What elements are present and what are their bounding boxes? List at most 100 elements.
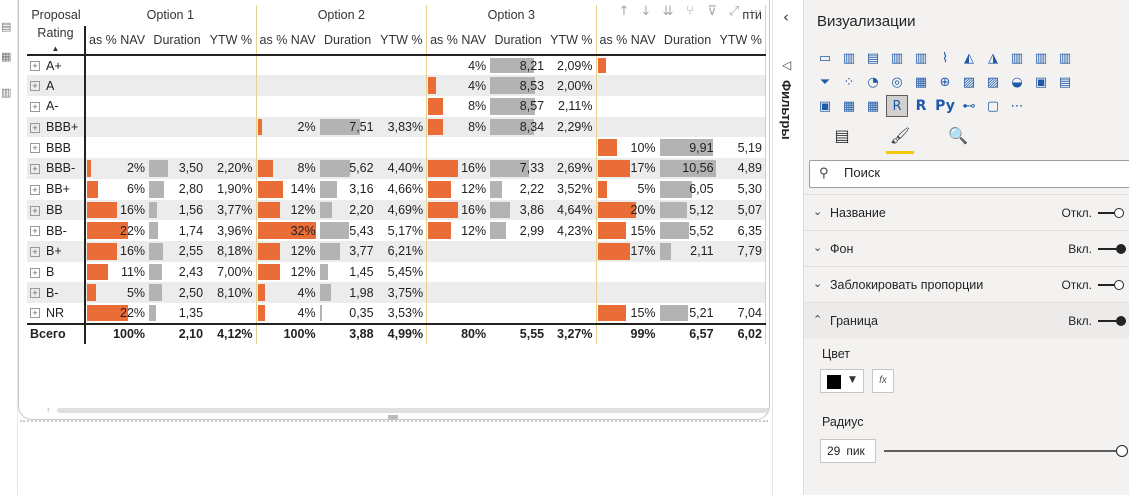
analytics-tab-icon[interactable]: 🔍 [948, 126, 968, 145]
row-label-cell[interactable]: + BB [27, 199, 86, 221]
r-visual-icon[interactable]: R [915, 98, 927, 114]
row-label-cell[interactable]: + BB- [27, 220, 86, 241]
clustered-column-icon[interactable]: ▥ [890, 50, 904, 66]
map-icon[interactable]: ⊕ [939, 74, 951, 90]
expand-icon[interactable]: + [30, 81, 40, 92]
treemap-icon[interactable]: ▦ [914, 74, 928, 90]
column-group-header[interactable]: Option 3 [426, 5, 597, 26]
pie-chart-icon[interactable]: ◔ [867, 74, 879, 90]
expand-icon[interactable]: + [30, 267, 40, 278]
row-label-cell[interactable]: + BBB+ [27, 116, 86, 138]
column-subheader[interactable]: Duration [489, 25, 548, 56]
column-subheader[interactable]: YTW % [547, 25, 597, 56]
filters-label[interactable]: Фильтры [779, 80, 794, 140]
row-label-cell[interactable]: + BBB [27, 137, 86, 159]
row-label-cell[interactable]: + B [27, 261, 86, 283]
expand-icon[interactable]: + [30, 61, 40, 72]
expand-icon[interactable]: + [30, 308, 40, 319]
stacked-bar-icon[interactable]: ▭ [818, 50, 832, 66]
format-tab-icon[interactable]: 🖌 [880, 126, 920, 154]
format-section[interactable]: ⌃ Граница Вкл. [804, 302, 1129, 338]
matrix-visual[interactable]: ↑ ↓ ⇊ ⑂ ⊽ ⤢ ⋯ Proposal Option 1 Option 2 Op… [18, 0, 770, 420]
line-clustered-column-icon[interactable]: ▥ [1034, 50, 1048, 66]
horizontal-scrollbar[interactable] [57, 408, 769, 413]
radius-input[interactable]: 29 пик [820, 439, 876, 463]
section-toggle[interactable] [1098, 244, 1126, 254]
filled-map-icon[interactable]: ▨ [962, 74, 976, 90]
radius-slider[interactable] [884, 445, 1128, 457]
section-toggle[interactable] [1098, 280, 1126, 290]
ribbon-chart-icon[interactable]: ▥ [1058, 50, 1072, 66]
model-icon[interactable]: ▥ [1, 86, 12, 99]
format-section[interactable]: ⌄ Фон Вкл. [804, 230, 1129, 266]
resize-handle[interactable] [388, 415, 398, 419]
expand-icon[interactable]: + [30, 184, 40, 195]
collapse-chevron-icon[interactable]: ‹ [783, 8, 789, 26]
data-icon[interactable]: ▦ [1, 50, 12, 63]
slider-knob[interactable] [1116, 445, 1128, 457]
row-header-line2[interactable]: Rating ▲ [27, 25, 86, 56]
expand-icon[interactable]: + [30, 164, 40, 175]
expand-icon[interactable]: + [30, 246, 40, 257]
row-label-cell[interactable]: + A [27, 75, 86, 97]
column-group-header[interactable]: Option 2 [256, 5, 428, 26]
chevron-down-icon[interactable]: ⌄ [813, 277, 823, 290]
format-section[interactable]: ⌄ Название Откл. [804, 194, 1129, 230]
kpi-icon[interactable]: ▣ [818, 98, 832, 114]
expand-icon[interactable]: + [30, 205, 40, 216]
100-stacked-bar-icon[interactable]: ▥ [914, 50, 928, 66]
column-subheader[interactable]: as % NAV [426, 25, 490, 56]
column-subheader[interactable]: YTW % [716, 25, 766, 56]
slicer-icon[interactable]: ▦ [842, 98, 856, 114]
python-visual-icon[interactable]: Py [935, 98, 955, 114]
row-label-cell[interactable]: + B- [27, 282, 86, 303]
expand-icon[interactable]: + [30, 102, 40, 113]
chevron-down-icon[interactable]: ⌄ [813, 241, 823, 254]
scroll-left-icon[interactable]: ‹ [47, 404, 50, 414]
expand-icon[interactable]: + [30, 288, 40, 299]
section-toggle[interactable] [1098, 316, 1126, 326]
row-label-cell[interactable]: + BBB- [27, 158, 86, 179]
decomposition-tree-icon[interactable]: ▢ [986, 98, 1000, 114]
row-label-cell[interactable]: + A+ [27, 54, 86, 76]
matrix-icon[interactable]: R [886, 95, 908, 117]
gauge-icon[interactable]: ◒ [1011, 74, 1023, 90]
donut-chart-icon[interactable]: ◎ [891, 74, 903, 90]
stacked-area-icon[interactable]: ◮ [988, 50, 998, 66]
line-chart-icon[interactable]: ⌇ [941, 50, 949, 66]
format-search[interactable]: ⚲ [809, 160, 1129, 188]
column-subheader[interactable]: Duration [318, 25, 377, 56]
column-subheader[interactable]: as % NAV [85, 25, 149, 56]
column-subheader[interactable]: as % NAV [256, 25, 319, 56]
column-subheader[interactable]: Duration [148, 25, 207, 56]
row-label-cell[interactable]: + NR [27, 302, 86, 324]
chevron-down-icon[interactable]: ⌄ [813, 205, 823, 218]
section-toggle[interactable] [1098, 208, 1126, 218]
filters-pane-collapsed[interactable]: ‹ ◁ Фильтры [772, 0, 803, 495]
conditional-format-button[interactable]: fx [872, 369, 894, 393]
expand-icon[interactable]: + [30, 122, 40, 133]
column-subheader[interactable]: Duration [658, 25, 717, 56]
column-group-header[interactable]: Option 1 [85, 5, 257, 26]
color-picker[interactable]: ▼ [820, 369, 864, 393]
row-label-cell[interactable]: + B+ [27, 240, 86, 262]
report-icon[interactable]: ▤ [1, 20, 12, 33]
column-subheader[interactable]: YTW % [206, 25, 257, 56]
fields-tab-icon[interactable]: ▤ [834, 126, 850, 145]
shape-map-icon[interactable]: ▨ [986, 74, 1000, 90]
card-icon[interactable]: ▣ [1034, 74, 1048, 90]
scatter-icon[interactable]: ⁘ [843, 74, 855, 90]
expand-icon[interactable]: + [30, 143, 40, 154]
column-subheader[interactable]: as % NAV [596, 25, 659, 56]
area-chart-icon[interactable]: ◭ [964, 50, 974, 66]
multi-row-card-icon[interactable]: ▤ [1058, 74, 1072, 90]
column-subheader[interactable]: YTW % [376, 25, 428, 56]
expand-icon[interactable]: + [30, 226, 40, 237]
column-group-header[interactable]: пти [596, 5, 766, 26]
row-label-cell[interactable]: + BB+ [27, 178, 86, 200]
table-icon[interactable]: ▦ [866, 98, 880, 114]
funnel-icon[interactable]: ⏷ [819, 74, 831, 90]
search-input[interactable] [844, 165, 1044, 180]
row-label-cell[interactable]: + A- [27, 96, 86, 117]
format-section[interactable]: ⌄ Заблокировать пропорции Откл. [804, 266, 1129, 302]
